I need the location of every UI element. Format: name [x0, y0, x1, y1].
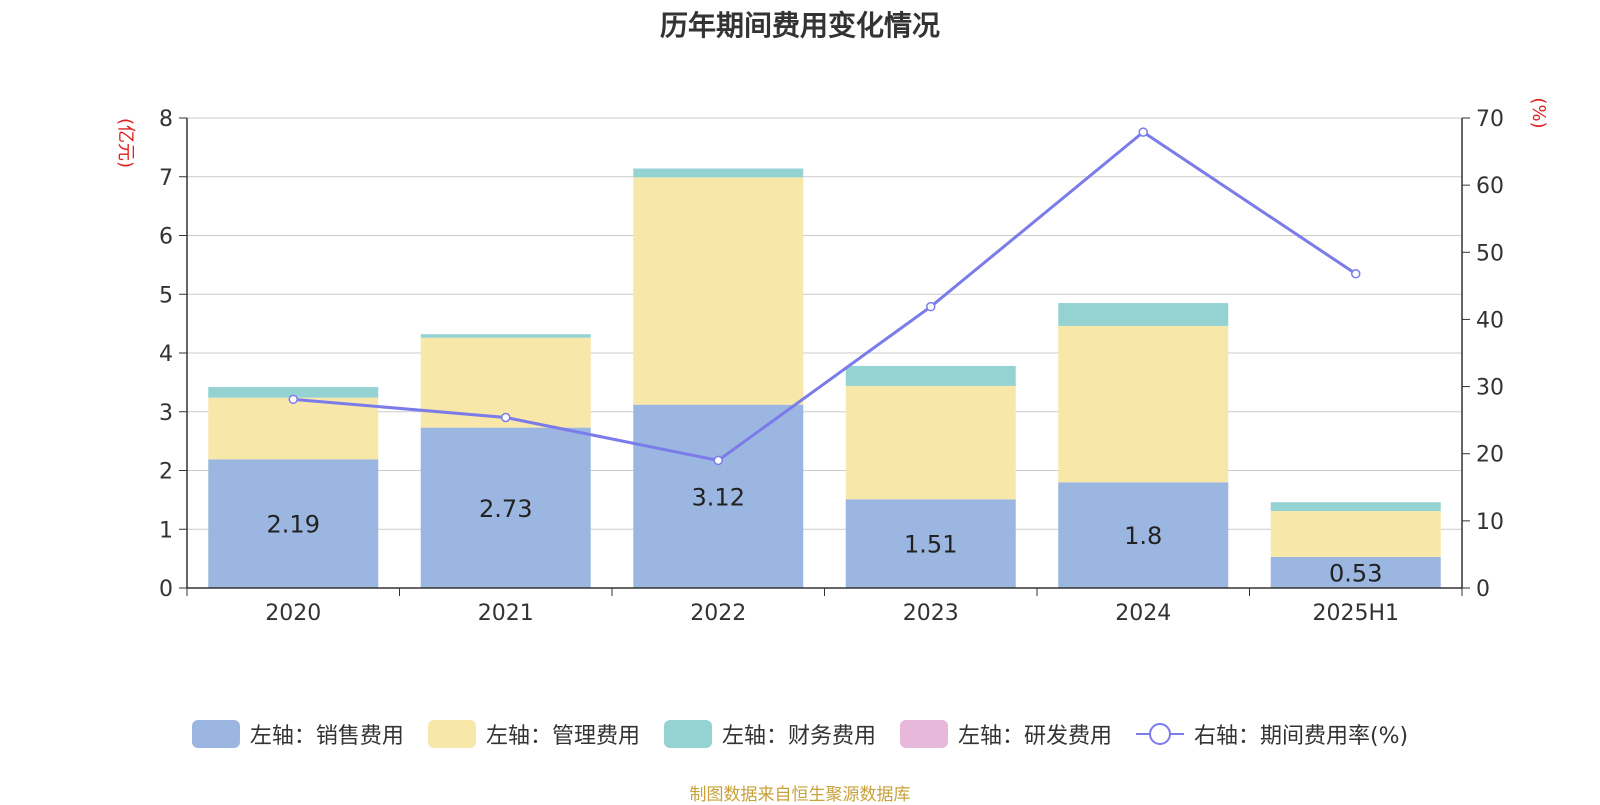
left-axis-tick-label: 4: [159, 342, 173, 367]
bar-value-label: 1.8: [1124, 522, 1162, 550]
left-axis-tick-label: 7: [159, 166, 173, 191]
legend-swatch-finance: [663, 720, 712, 748]
right-axis-tick-label: 10: [1476, 510, 1504, 535]
right-axis-tick-label: 70: [1476, 107, 1504, 132]
bar-sales-2022: [633, 404, 804, 588]
bar-value-label: 2.19: [267, 511, 320, 539]
legend-swatch-rnd: [899, 720, 948, 748]
bar-value-label: 2.73: [479, 495, 532, 523]
bar-finance-2022: [633, 168, 804, 178]
rate-point: [713, 455, 723, 466]
legend-label-rnd: 左轴：研发费用: [957, 724, 1112, 749]
bar-sales-2020: [208, 459, 379, 588]
left-axis-unit-label: (亿元): [115, 118, 136, 168]
legend-swatch-admin: [427, 720, 476, 748]
legend-label-rate: 右轴：期间费用率(%): [1193, 724, 1409, 749]
left-axis-tick-label: 2: [159, 460, 173, 485]
right-axis-tick-label: 30: [1476, 376, 1504, 401]
legend: 左轴：销售费用 左轴：管理费用 左轴：财务费用 左轴：研发费用 右轴：期间费用率…: [0, 718, 1600, 750]
chart: 0 1 2 3 4 5 6 7 8 0 10 20 30 40 50 60 70 (亿元) (%) 2.19 2.73 3…: [115, 97, 1549, 626]
right-axis-tick-label: 50: [1476, 241, 1504, 266]
bar-value-label: 1.51: [904, 531, 957, 559]
legend-label-finance: 左轴：财务费用: [721, 724, 876, 749]
legend-label-sales: 左轴：销售费用: [249, 724, 404, 749]
bar-admin-2023: [845, 385, 1016, 500]
x-axis-tick-label: 2024: [1115, 601, 1171, 626]
x-axis-tick-label: 2025H1: [1312, 601, 1399, 626]
bar-finance-2020: [208, 387, 379, 398]
right-axis-tick-label: 0: [1476, 577, 1490, 602]
bar-finance-2025H1: [1270, 502, 1441, 512]
left-axis-tick-label: 5: [159, 283, 173, 308]
rate-point: [288, 394, 298, 405]
rate-point: [1351, 269, 1361, 279]
right-axis-tick-label: 20: [1476, 443, 1504, 468]
right-axis-tick-label: 60: [1476, 174, 1504, 199]
bar-sales-2025H1: [1270, 556, 1441, 588]
chart-title: 历年期间费用变化情况: [659, 9, 940, 42]
bar-value-label: 0.53: [1329, 559, 1382, 587]
left-axis-tick-label: 8: [159, 107, 173, 132]
x-axis-tick-label: 2020: [265, 601, 321, 626]
left-axis-tick-label: 6: [159, 225, 173, 250]
legend-item-sales[interactable]: 左轴：销售费用: [191, 718, 404, 750]
legend-item-finance[interactable]: 左轴：财务费用: [663, 718, 876, 750]
left-axis-tick-label: 1: [159, 518, 173, 543]
legend-swatch-sales: [191, 720, 240, 748]
left-axis-tick-label: 0: [159, 577, 173, 602]
x-axis-tick-label: 2022: [690, 601, 746, 626]
bar-admin-2022: [633, 177, 804, 405]
bar-value-label: 3.12: [692, 483, 745, 511]
x-axis-tick-label: 2021: [478, 601, 534, 626]
bar-admin-2020: [208, 397, 379, 460]
bar-sales-2023: [845, 499, 1016, 588]
rate-line: [293, 130, 1357, 463]
rate-point: [501, 412, 511, 423]
bar-finance-2024: [1058, 303, 1229, 326]
rate-point: [1138, 127, 1148, 137]
right-axis-unit-label: (%): [1528, 97, 1549, 128]
bar-sales-2024: [1058, 482, 1229, 588]
right-axis-tick-label: 40: [1476, 308, 1504, 333]
legend-item-rnd[interactable]: 左轴：研发费用: [899, 718, 1112, 750]
source-note: 制图数据来自恒生聚源数据库: [689, 785, 911, 805]
rate-point: [926, 301, 936, 312]
legend-swatch-rate-icon: [1135, 723, 1184, 745]
bar-finance-2021: [420, 334, 591, 338]
left-axis-tick-label: 3: [159, 401, 173, 426]
x-axis-tick-label: 2023: [903, 601, 959, 626]
bar-sales-2021: [420, 427, 591, 588]
legend-item-admin[interactable]: 左轴：管理费用: [427, 718, 640, 750]
legend-label-admin: 左轴：管理费用: [485, 724, 640, 749]
legend-item-rate[interactable]: 右轴：期间费用率(%): [1135, 718, 1409, 750]
bar-admin-2025H1: [1270, 511, 1441, 557]
bar-admin-2024: [1058, 325, 1229, 483]
bar-finance-2023: [845, 365, 1016, 386]
